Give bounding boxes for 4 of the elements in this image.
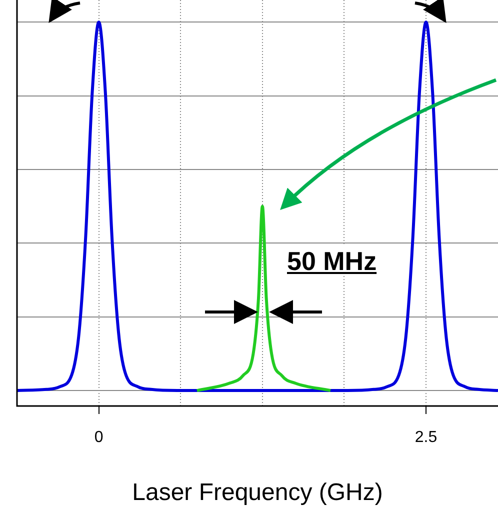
x-tick-label: 0 [94, 429, 104, 446]
x-tick-label: 2.5 [414, 429, 438, 446]
x-axis-title: Laser Frequency (GHz) [132, 479, 383, 506]
annotation: 50 MHz [287, 246, 377, 276]
